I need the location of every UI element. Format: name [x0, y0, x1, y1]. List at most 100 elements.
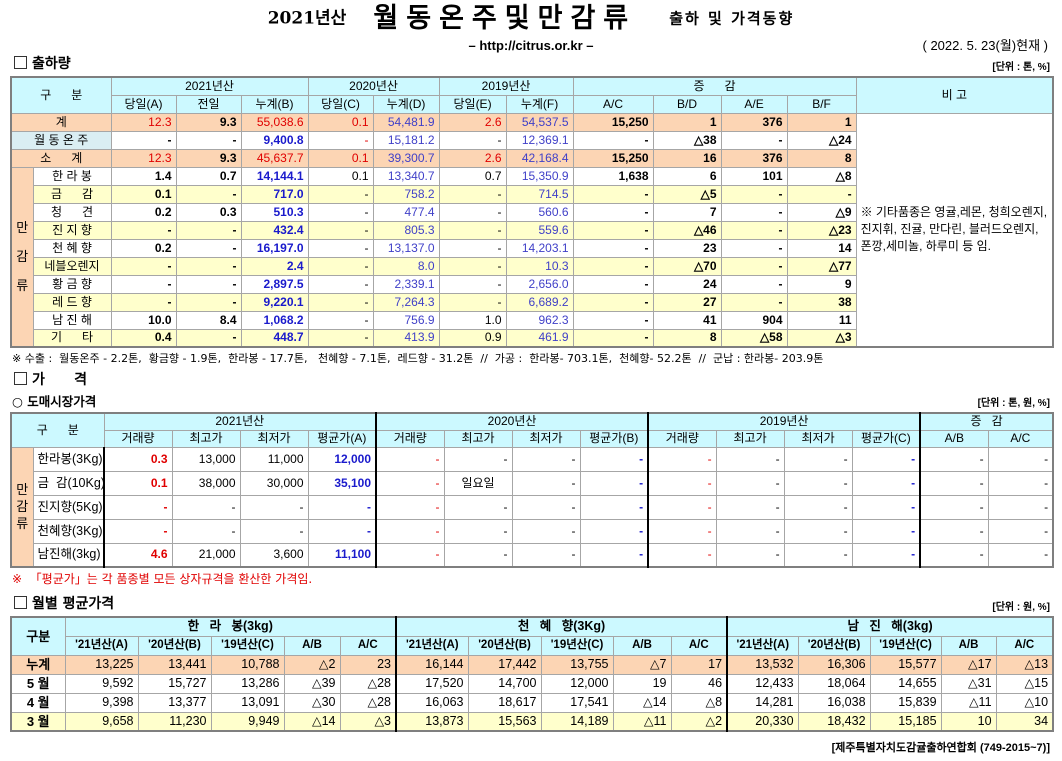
cell-value: -	[572, 184, 654, 204]
cell-value: 7,264.3	[372, 292, 440, 312]
cell-value: -	[438, 130, 507, 150]
cell-value: 16,038	[797, 692, 871, 713]
cell-value: -	[783, 494, 853, 520]
column-header: 평균가(B)	[579, 429, 649, 448]
row-label: 천혜향(3Kg)	[32, 518, 105, 544]
cell-value: 0.1	[307, 166, 374, 186]
cell-value: 13,377	[137, 692, 212, 713]
cell-value: 9,400.8	[240, 130, 309, 150]
section-price-heading: 가 격	[14, 372, 87, 389]
table-row: 황 금 향 - -2,897.5-2,339.1-2,656.0-24-9	[11, 274, 1053, 294]
cell-value: 일요일	[443, 470, 513, 496]
cell-value: 1	[786, 112, 857, 132]
cell-value: 17	[670, 654, 728, 675]
cell-value: 9,949	[210, 711, 285, 732]
column-header: 누계(D)	[372, 94, 440, 114]
table-row: 금 감(10Kg) 0.1 38,000 30,000 35,100- 일요일 - - - - - -…	[11, 470, 1054, 496]
cell-value: -	[851, 494, 921, 520]
cell-value: 15,727	[137, 673, 212, 694]
cell-value: -	[783, 542, 853, 568]
row-label: 소 계	[10, 148, 112, 168]
cell-value: 448.7	[240, 328, 309, 348]
table-row: 5 월 9,592 15,727 13,286 △39 △28 17,520 14,700 12…	[10, 673, 1054, 694]
cell-value: -	[239, 494, 309, 520]
shipment-unit: [단위 : 톤, %]	[992, 62, 1050, 73]
table-row: 진지향(5Kg) - - - - - - - - - - - - - -	[11, 494, 1054, 520]
cell-value: 1,068.2	[240, 310, 309, 330]
cell-value: 1	[652, 112, 722, 132]
cell-value: 2.6	[438, 148, 507, 168]
column-header: A/B	[612, 635, 672, 656]
cell-value: 714.5	[505, 184, 574, 204]
site-url[interactable]: – http://citrus.or.kr –	[468, 38, 594, 53]
cell-value: 38	[786, 292, 857, 312]
group-header: 2021년산	[103, 412, 377, 431]
cell-value: 41	[652, 310, 722, 330]
cell-value: -	[715, 518, 785, 544]
cell-value: 10.0	[110, 310, 177, 330]
cell-value: -	[438, 238, 507, 258]
column-header: 거래량	[375, 429, 445, 448]
table-row: 네블오렌지 - -2.4-8.0-10.3- △70- △77	[11, 256, 1053, 276]
cell-value: -	[572, 256, 654, 276]
row-label: 5 월	[10, 673, 66, 694]
cell-value: 11,230	[137, 711, 212, 732]
cell-value: 11,000	[239, 446, 309, 472]
cell-value: △39	[283, 673, 341, 694]
cell-value: -	[443, 446, 513, 472]
cell-value: △31	[940, 673, 997, 694]
column-header: B/F	[786, 94, 857, 114]
price-unit: [단위 : 톤, 원, %]	[977, 398, 1050, 409]
cell-value: -	[647, 446, 717, 472]
cell-value: -	[175, 184, 242, 204]
cell-value: △11	[940, 692, 997, 713]
cell-value: -	[307, 518, 377, 544]
column-header: 누계(F)	[505, 94, 574, 114]
row-label: 4 월	[10, 692, 66, 713]
cell-value: 0.1	[307, 148, 374, 168]
cell-value: -	[175, 256, 242, 276]
cell-value: 0.7	[438, 166, 507, 186]
cell-value: -	[987, 470, 1054, 496]
cell-value: 13,340.7	[372, 166, 440, 186]
cell-value: -	[919, 470, 989, 496]
column-header: '19년산(C)	[540, 635, 614, 656]
cell-value: 717.0	[240, 184, 309, 204]
cell-value: 432.4	[240, 220, 309, 240]
cell-value: 14,144.1	[240, 166, 309, 186]
cell-value: -	[375, 446, 445, 472]
cell-value: △14	[612, 692, 672, 713]
cell-value: -	[783, 470, 853, 496]
cell-value: 55,038.6	[240, 112, 309, 132]
cell-value: 477.4	[372, 202, 440, 222]
column-header: '21년산(A)	[64, 635, 139, 656]
cell-value: 13,873	[395, 711, 469, 732]
cell-value: 0.1	[110, 184, 177, 204]
column-header: 최저가	[511, 429, 581, 448]
column-header: 당일(C)	[307, 94, 374, 114]
price-note: ※ 「평균가」는 각 품종별 모든 상자규격을 환산한 가격임.	[12, 572, 313, 586]
cell-value: △3	[786, 328, 857, 348]
cell-value: -	[171, 518, 241, 544]
row-label: 한 라 봉	[32, 166, 112, 186]
cell-value: -	[572, 220, 654, 240]
cell-value: 16,306	[797, 654, 871, 675]
row-label: 진 지 향	[32, 220, 112, 240]
cell-value: 12,000	[307, 446, 377, 472]
row-label: 월 동 온 주	[10, 130, 112, 150]
table-row: 누계 13,225 13,441 10,788 △2 23 16,144 17,442 13,7…	[10, 654, 1054, 675]
cell-value: 2.4	[240, 256, 309, 276]
cell-value: △14	[283, 711, 341, 732]
cell-value: -	[987, 494, 1054, 520]
cell-value: -	[851, 542, 921, 568]
cell-value: △3	[339, 711, 397, 732]
cell-value: 15,250	[572, 112, 654, 132]
cell-value: 0.4	[110, 328, 177, 348]
cell-value: 30,000	[239, 470, 309, 496]
cell-value: 18,064	[797, 673, 871, 694]
table-row: 기 타 0.4-448.7-413.9 0.9 461.9-8 △58 △3	[11, 328, 1053, 348]
cell-value: -	[987, 518, 1054, 544]
